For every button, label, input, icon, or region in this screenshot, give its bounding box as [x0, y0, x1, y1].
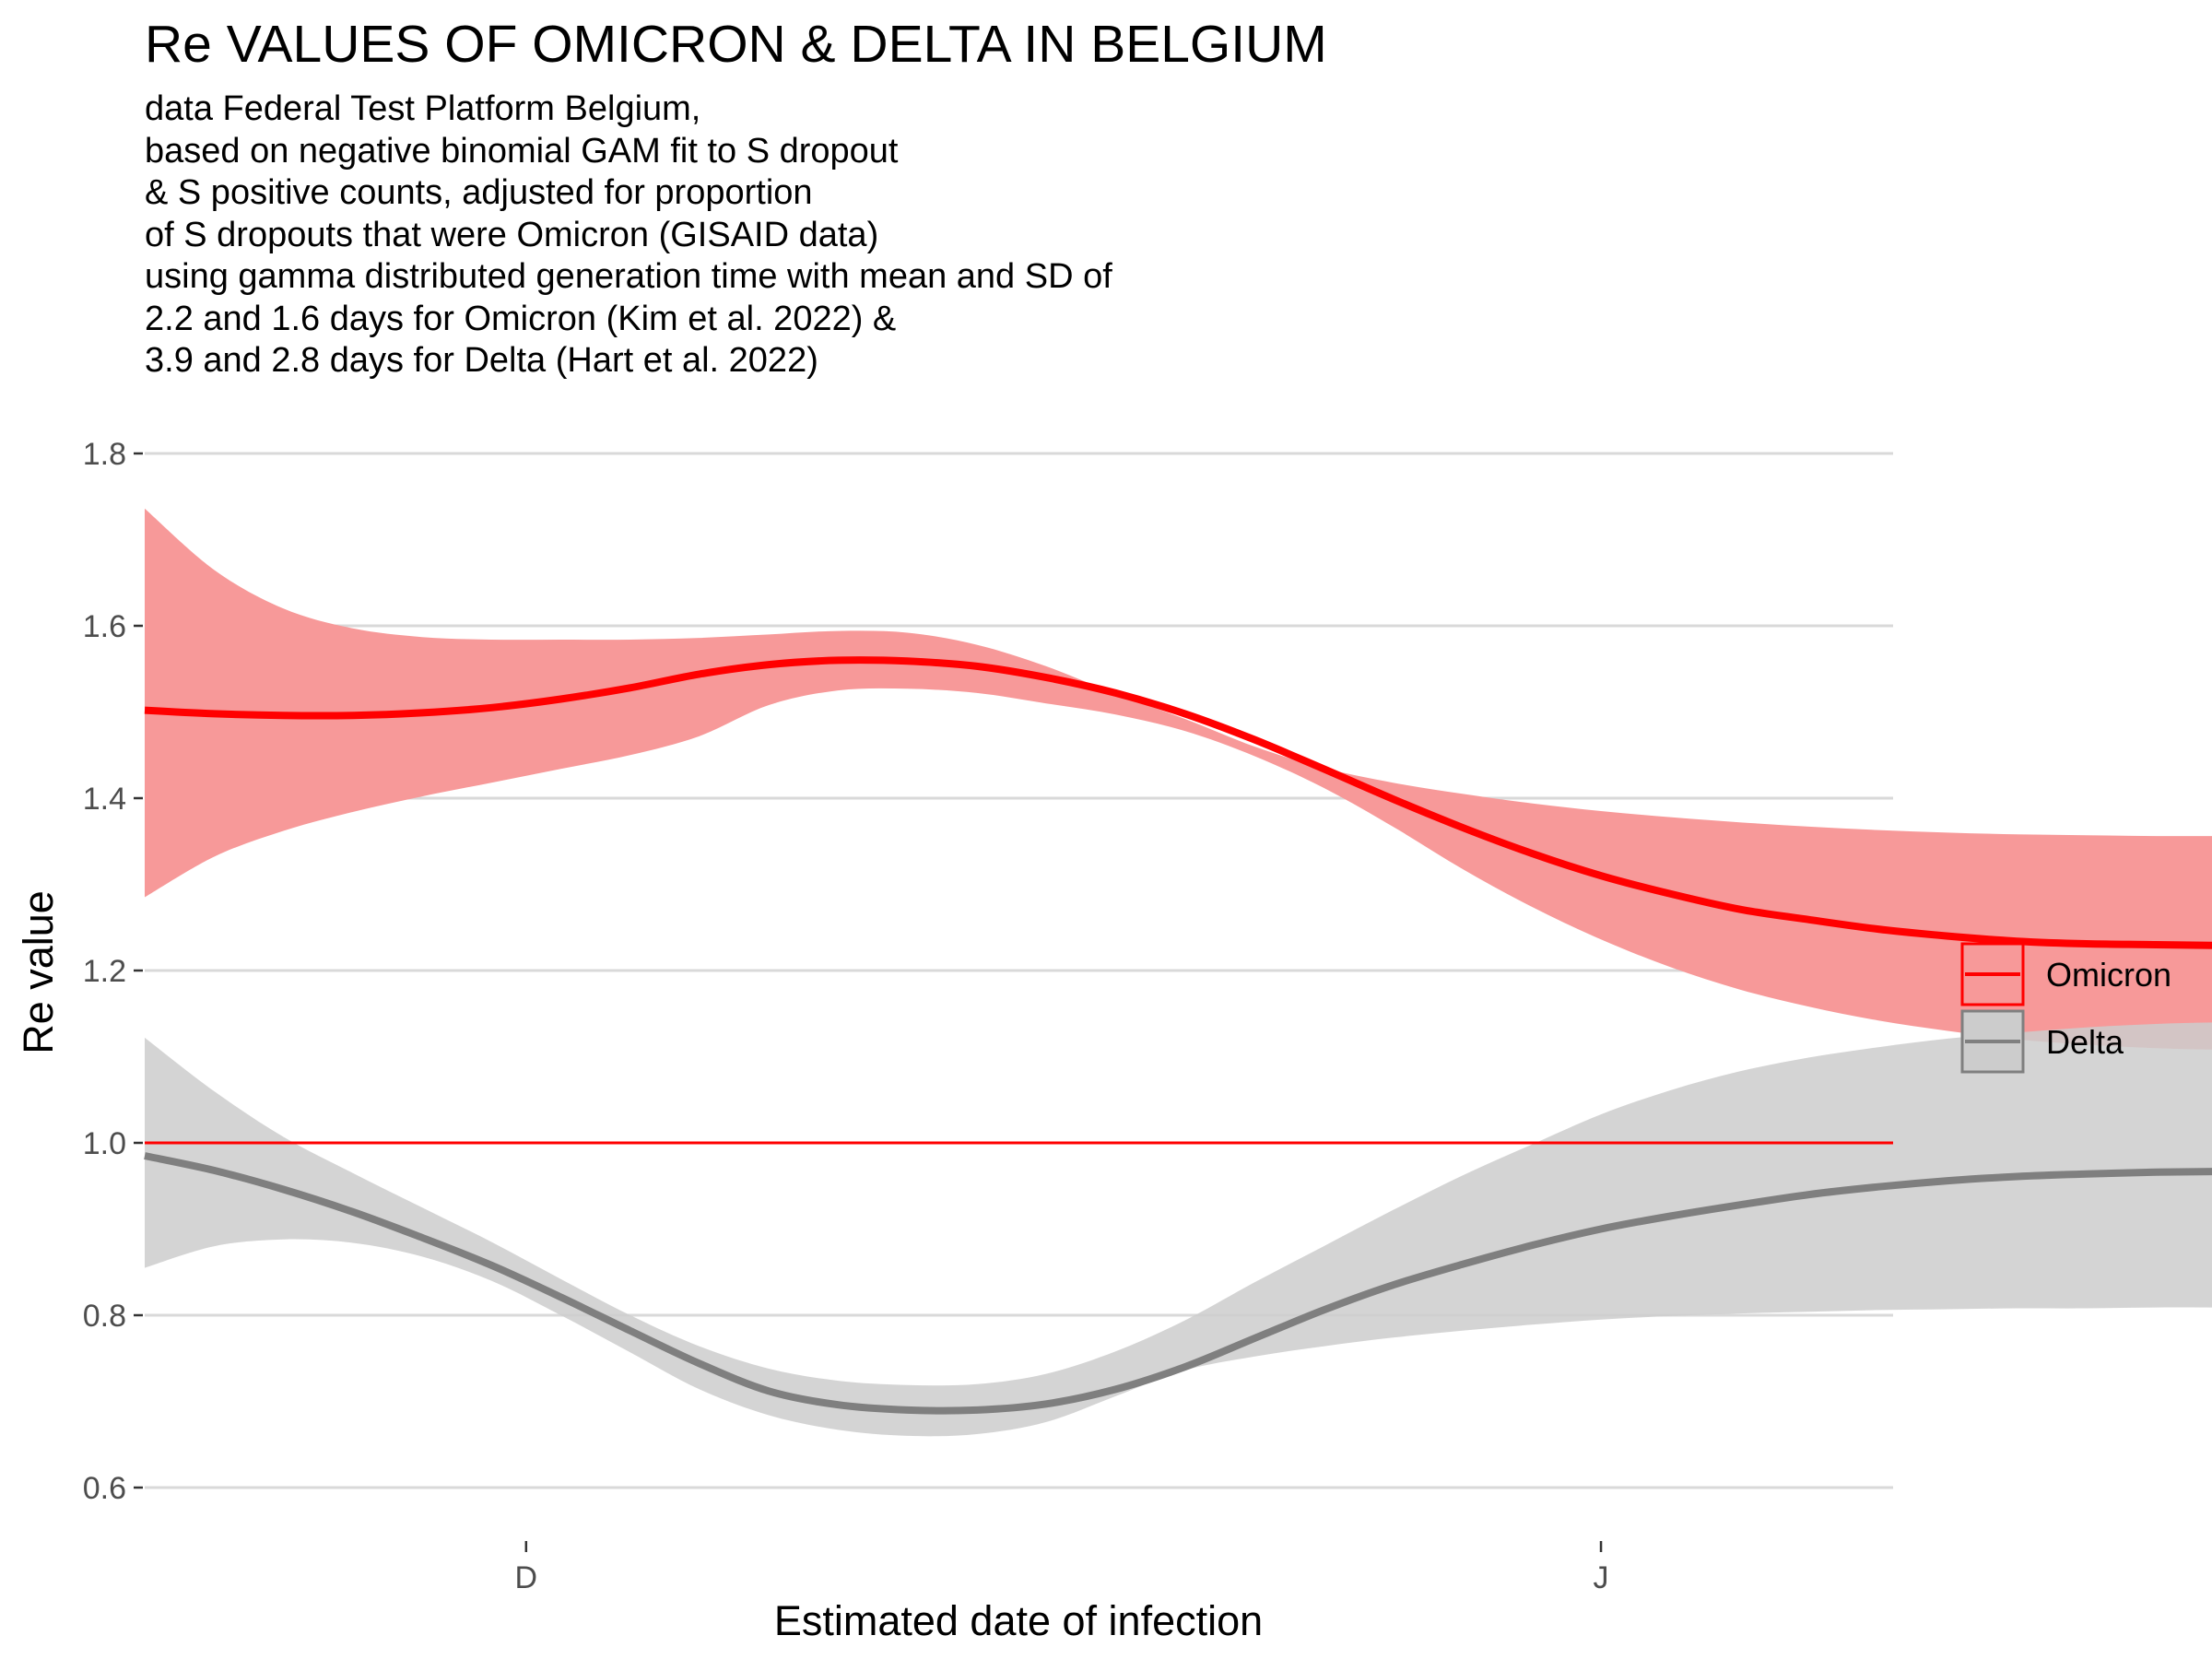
y-tick-label: 0.8 [83, 1299, 126, 1334]
line-omicron [144, 656, 2212, 949]
legend-item-omicron: Omicron [1960, 942, 2171, 1006]
y-tick-label: 1.0 [83, 1126, 126, 1161]
y-tick-label: 1.4 [83, 782, 126, 817]
subtitle-line: 2.2 and 1.6 days for Omicron (Kim et al.… [145, 299, 897, 338]
x-tick-label: D [515, 1560, 538, 1595]
series-lines [144, 656, 2212, 1415]
y-tick-label: 1.6 [83, 609, 126, 644]
subtitle-line: using gamma distributed generation time … [145, 257, 1112, 296]
chart-subtitle: data Federal Test Platform Belgium, based… [145, 88, 1112, 382]
x-axis-title: Estimated date of infection [774, 1597, 1263, 1644]
subtitle-line: & S positive counts, adjusted for propor… [145, 173, 813, 212]
chart-title: Re VALUES OF OMICRON & DELTA IN BELGIUM [145, 15, 1327, 74]
band-omicron [145, 508, 2212, 1050]
y-tick-label: 1.8 [83, 437, 126, 472]
subtitle-line: 3.9 and 2.8 days for Delta (Hart et al. … [145, 341, 818, 380]
y-axis-title: Re value [15, 890, 62, 1054]
legend-label: Delta [2046, 1023, 2124, 1061]
line-delta [144, 1152, 2212, 1415]
y-tick-label: 0.6 [83, 1471, 126, 1506]
y-tick-label: 1.2 [83, 954, 126, 989]
subtitle-line: based on negative binomial GAM fit to S … [145, 131, 899, 171]
subtitle-line: data Federal Test Platform Belgium, [145, 89, 701, 128]
legend-item-delta: Delta [1960, 1009, 2124, 1074]
y-axis: 0.6 0.8 1.0 1.2 1.4 1.6 1.8 [83, 437, 143, 1506]
confidence-bands [145, 508, 2212, 1437]
legend-label: Omicron [2046, 956, 2171, 994]
band-delta [145, 1022, 2212, 1437]
gridlines [145, 452, 1893, 1489]
legend: Omicron Delta [1960, 942, 2171, 1074]
x-tick-label: J [1594, 1560, 1609, 1595]
subtitle-line: of S dropouts that were Omicron (GISAID … [145, 215, 879, 254]
